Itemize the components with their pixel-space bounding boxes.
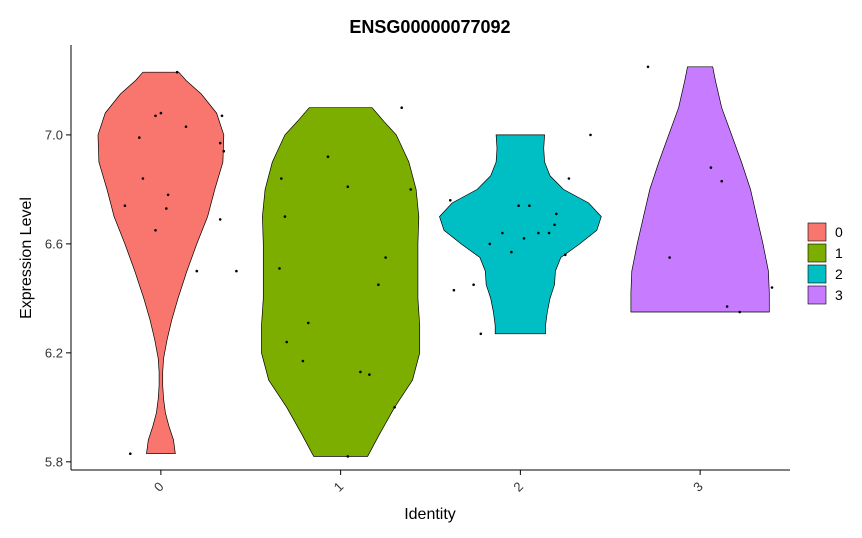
violin-0 xyxy=(97,71,225,455)
point-0-6 xyxy=(154,229,157,232)
point-0-9 xyxy=(184,125,188,128)
point-1-8 xyxy=(359,370,362,374)
point-0-16 xyxy=(220,114,224,118)
point-0-13 xyxy=(222,149,226,153)
point-3-1 xyxy=(668,256,671,259)
point-1-9 xyxy=(368,373,371,376)
point-1-13 xyxy=(400,106,404,109)
point-0-2 xyxy=(141,177,145,180)
point-2-9 xyxy=(528,204,531,207)
point-0-7 xyxy=(166,193,170,197)
point-1-0 xyxy=(280,177,283,180)
point-0-10 xyxy=(175,70,179,74)
point-1-6 xyxy=(326,155,330,158)
point-0-4 xyxy=(154,114,157,118)
point-0-5 xyxy=(159,111,163,115)
point-2-10 xyxy=(537,231,540,235)
point-3-6 xyxy=(770,286,774,289)
point-3-4 xyxy=(725,305,729,308)
legend-label-3: 3 xyxy=(835,287,843,303)
point-1-1 xyxy=(283,215,287,218)
point-1-4 xyxy=(307,321,310,325)
x-tick-label-2: 2 xyxy=(510,479,526,495)
violin-3 xyxy=(630,66,770,313)
x-axis-title: Identity xyxy=(404,506,456,523)
y-axis-title: Expression Level xyxy=(18,197,35,319)
legend-key-0 xyxy=(807,222,827,242)
point-2-2 xyxy=(479,332,483,336)
point-3-3 xyxy=(720,179,723,183)
point-0-8 xyxy=(165,207,168,210)
point-0-14 xyxy=(218,218,222,221)
point-3-0 xyxy=(646,65,650,69)
point-2-12 xyxy=(553,223,556,227)
point-2-15 xyxy=(567,177,571,180)
point-2-14 xyxy=(564,253,567,257)
point-2-16 xyxy=(589,133,592,137)
legend-key-3 xyxy=(807,285,827,305)
legend-label-0: 0 xyxy=(835,224,843,240)
point-0-12 xyxy=(218,141,222,145)
y-tick-label-3: 7.0 xyxy=(45,127,63,142)
legend: 0 1 2 3 xyxy=(807,222,843,305)
legend-label-1: 1 xyxy=(835,245,843,261)
point-1-12 xyxy=(393,406,396,409)
violin-2 xyxy=(439,134,602,335)
point-2-0 xyxy=(449,199,452,202)
point-2-1 xyxy=(452,288,456,292)
x-tick-label-0: 0 xyxy=(151,479,167,495)
x-tick-label-3: 3 xyxy=(690,479,706,495)
point-0-3 xyxy=(138,136,141,139)
point-0-15 xyxy=(235,269,238,273)
point-1-14 xyxy=(409,188,413,191)
points-layer xyxy=(123,65,774,458)
violin-1 xyxy=(261,107,421,457)
point-2-4 xyxy=(488,242,492,246)
legend-key-1 xyxy=(807,243,827,263)
y-tick-label-2: 6.6 xyxy=(45,236,63,251)
violins-layer xyxy=(97,66,770,457)
point-1-7 xyxy=(346,185,350,188)
point-0-0 xyxy=(129,452,132,456)
point-2-5 xyxy=(501,231,504,235)
chart-title: ENSG00000077092 xyxy=(349,17,510,37)
y-tick-label-0: 5.8 xyxy=(45,454,63,469)
point-2-7 xyxy=(517,204,520,207)
point-2-3 xyxy=(472,283,475,287)
point-1-11 xyxy=(384,256,387,259)
point-2-8 xyxy=(522,237,526,240)
legend-label-2: 2 xyxy=(835,266,843,282)
point-1-2 xyxy=(278,267,281,270)
point-1-10 xyxy=(377,283,380,287)
point-2-6 xyxy=(510,250,513,254)
point-1-15 xyxy=(346,455,350,458)
point-1-5 xyxy=(301,359,305,363)
point-0-1 xyxy=(123,204,127,207)
x-tick-label-1: 1 xyxy=(331,479,347,495)
point-1-3 xyxy=(285,340,289,344)
point-2-11 xyxy=(547,231,551,235)
y-tick-label-1: 6.2 xyxy=(45,345,63,360)
point-3-5 xyxy=(738,310,741,314)
point-3-2 xyxy=(709,166,713,169)
point-2-13 xyxy=(555,212,558,216)
point-0-11 xyxy=(195,269,199,273)
legend-key-2 xyxy=(807,264,827,284)
